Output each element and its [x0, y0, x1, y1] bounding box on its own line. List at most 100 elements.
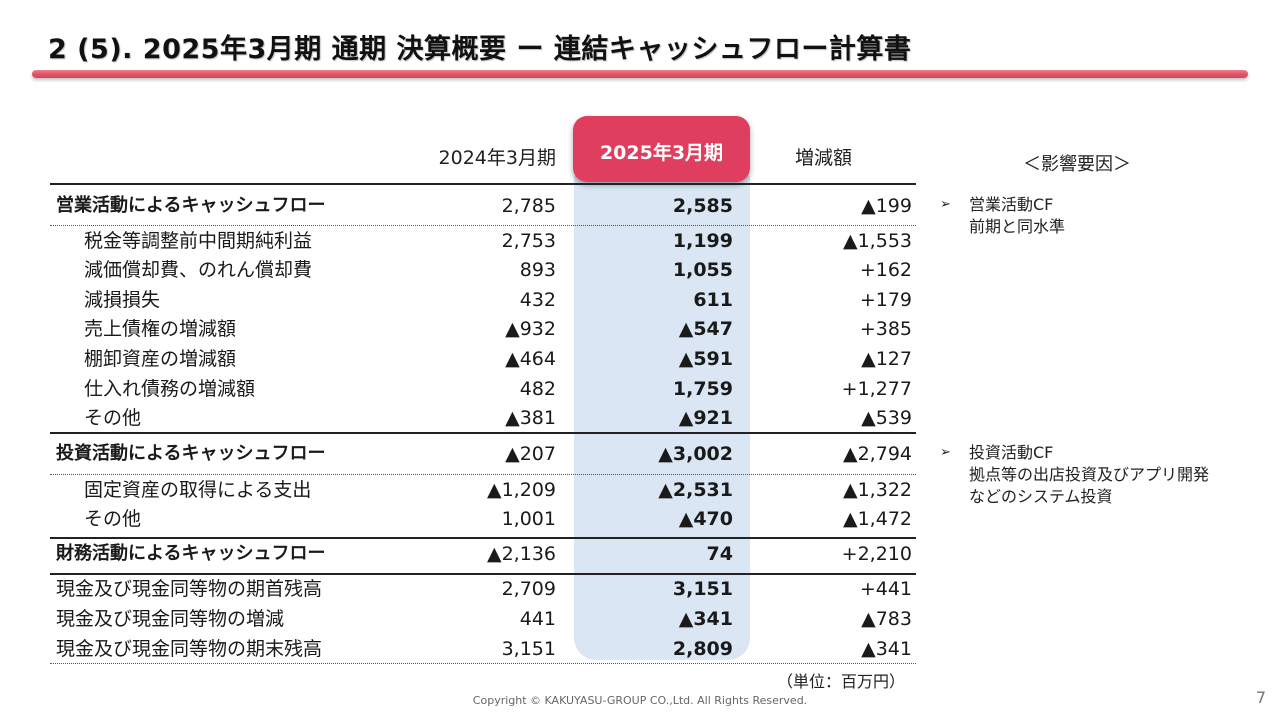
- difference-header: 増減額: [795, 147, 853, 169]
- table-row: 減損損失 432 611 +179: [50, 285, 916, 315]
- page-title: 2 (5). 2025年3月期 通期 決算概要 ー 連結キャッシュフロー計算書: [48, 34, 912, 65]
- prev-value: 3,151: [501, 638, 556, 660]
- diff-value: +2,210: [841, 543, 912, 565]
- bullet-line: 拠点等の出店投資及びアプリ開発: [969, 465, 1210, 484]
- prev-value: 1,001: [501, 508, 556, 530]
- row-label: 現金及び現金同等物の期末残高: [56, 638, 323, 660]
- section-rule-investing: [50, 432, 916, 434]
- table-row-investing-cf: 投資活動によるキャッシュフロー ▲207 ▲3,002 ▲2,794: [50, 439, 916, 469]
- row-divider: [50, 225, 916, 226]
- diff-value: +1,277: [841, 378, 912, 400]
- unit-note: （単位：百万円）: [776, 672, 905, 691]
- curr-value: ▲3,002: [658, 443, 733, 465]
- diff-value: +441: [859, 578, 912, 600]
- curr-value: 74: [706, 543, 733, 565]
- curr-value: 1,199: [672, 230, 733, 252]
- prev-value: 893: [519, 259, 556, 281]
- row-label: 現金及び現金同等物の増減: [56, 608, 285, 630]
- table-row: 棚卸資産の増減額 ▲464 ▲591 ▲127: [50, 344, 916, 374]
- curr-value: ▲341: [678, 608, 733, 630]
- row-label: 棚卸資産の増減額: [84, 348, 237, 370]
- diff-value: ▲341: [861, 638, 912, 660]
- diff-value: ▲1,553: [842, 230, 912, 252]
- curr-value: ▲547: [678, 318, 733, 340]
- table-row: 減価償却費、のれん償却費 893 1,055 +162: [50, 255, 916, 285]
- table-row: その他 1,001 ▲470 ▲1,472: [50, 504, 916, 534]
- arrow-bullet-icon: ➢: [940, 445, 951, 460]
- row-label: 減損損失: [84, 289, 161, 311]
- row-label: 税金等調整前中間期純利益: [84, 230, 313, 252]
- table-row-operating-cf: 営業活動によるキャッシュフロー 2,785 2,585 ▲199: [50, 191, 916, 221]
- prev-value: 2,709: [501, 578, 556, 600]
- page-number: 7: [1255, 688, 1266, 707]
- table-row: 税金等調整前中間期純利益 2,753 1,199 ▲1,553: [50, 226, 916, 256]
- diff-value: ▲127: [861, 348, 912, 370]
- diff-value: +385: [859, 318, 912, 340]
- prev-value: 482: [519, 378, 556, 400]
- row-label: 仕入れ債務の増減額: [84, 378, 256, 400]
- table-row: 仕入れ債務の増減額 482 1,759 +1,277: [50, 374, 916, 404]
- curr-value: ▲921: [678, 407, 733, 429]
- bullet-line: 前期と同水準: [969, 217, 1066, 236]
- diff-value: ▲199: [861, 195, 912, 217]
- diff-value: ▲539: [861, 407, 912, 429]
- row-label: 減価償却費、のれん償却費: [84, 259, 313, 281]
- prev-value: ▲1,209: [486, 479, 556, 501]
- curr-value: 1,055: [672, 259, 733, 281]
- diff-value: ▲783: [861, 608, 912, 630]
- row-label: 売上債権の増減額: [84, 318, 237, 340]
- bullet-line: 営業活動CF: [969, 195, 1054, 214]
- current-period-header: 2025年3月期: [573, 116, 750, 182]
- arrow-bullet-icon: ➢: [940, 197, 951, 212]
- row-label: 現金及び現金同等物の期首残高: [56, 578, 323, 600]
- table-row: その他 ▲381 ▲921 ▲539: [50, 403, 916, 433]
- copyright-footer: Copyright © KAKUYASU-GROUP CO.,Ltd. All …: [472, 694, 808, 707]
- prev-value: 2,753: [501, 230, 556, 252]
- table-bottom-rule: [50, 663, 916, 664]
- table-row: 固定資産の取得による支出 ▲1,209 ▲2,531 ▲1,322: [50, 475, 916, 505]
- curr-value: 1,759: [672, 378, 733, 400]
- prev-value: 2,785: [501, 195, 556, 217]
- curr-value: 2,585: [672, 195, 733, 217]
- diff-value: +179: [859, 289, 912, 311]
- curr-value: 2,809: [672, 638, 733, 660]
- curr-value: ▲591: [678, 348, 733, 370]
- prev-value: ▲2,136: [486, 543, 556, 565]
- section-rule-cash: [50, 573, 916, 575]
- prev-value: 432: [519, 289, 556, 311]
- table-row-cash-change: 現金及び現金同等物の増減 441 ▲341 ▲783: [50, 604, 916, 634]
- row-label: 営業活動によるキャッシュフロー: [56, 195, 326, 216]
- previous-period-header: 2024年3月期: [438, 147, 556, 169]
- current-period-header-label: 2025年3月期: [599, 142, 724, 164]
- row-divider: [50, 474, 916, 475]
- title-underline-bar: [32, 70, 1248, 78]
- table-row: 売上債権の増減額 ▲932 ▲547 +385: [50, 314, 916, 344]
- table-row-cash-ending: 現金及び現金同等物の期末残高 3,151 2,809 ▲341: [50, 634, 916, 664]
- curr-value: ▲2,531: [658, 479, 733, 501]
- curr-value: 3,151: [672, 578, 733, 600]
- curr-value: ▲470: [678, 508, 733, 530]
- row-label: その他: [84, 407, 142, 429]
- row-label: 固定資産の取得による支出: [84, 479, 312, 501]
- bullet-line: 投資活動CF: [969, 443, 1054, 462]
- prev-value: ▲932: [505, 318, 556, 340]
- diff-value: ▲2,794: [842, 443, 912, 465]
- prev-value: 441: [519, 608, 556, 630]
- row-label: 財務活動によるキャッシュフロー: [56, 543, 326, 564]
- diff-value: ▲1,472: [842, 508, 912, 530]
- table-row-cash-beginning: 現金及び現金同等物の期首残高 2,709 3,151 +441: [50, 574, 916, 604]
- curr-value: 611: [693, 289, 733, 311]
- row-label: 投資活動によるキャッシュフロー: [56, 443, 326, 464]
- prev-value: ▲207: [505, 443, 556, 465]
- prev-value: ▲464: [505, 348, 556, 370]
- table-top-rule: [50, 183, 916, 185]
- impact-factors-title: ＜影響要因＞: [1023, 154, 1131, 175]
- bullet-line: などのシステム投資: [969, 487, 1113, 506]
- row-label: その他: [84, 508, 142, 530]
- table-row-financing-cf: 財務活動によるキャッシュフロー ▲2,136 74 +2,210: [50, 539, 916, 569]
- section-rule-financing: [50, 537, 916, 539]
- prev-value: ▲381: [505, 407, 556, 429]
- current-period-column-highlight: [574, 176, 750, 660]
- diff-value: +162: [859, 259, 912, 281]
- diff-value: ▲1,322: [842, 479, 912, 501]
